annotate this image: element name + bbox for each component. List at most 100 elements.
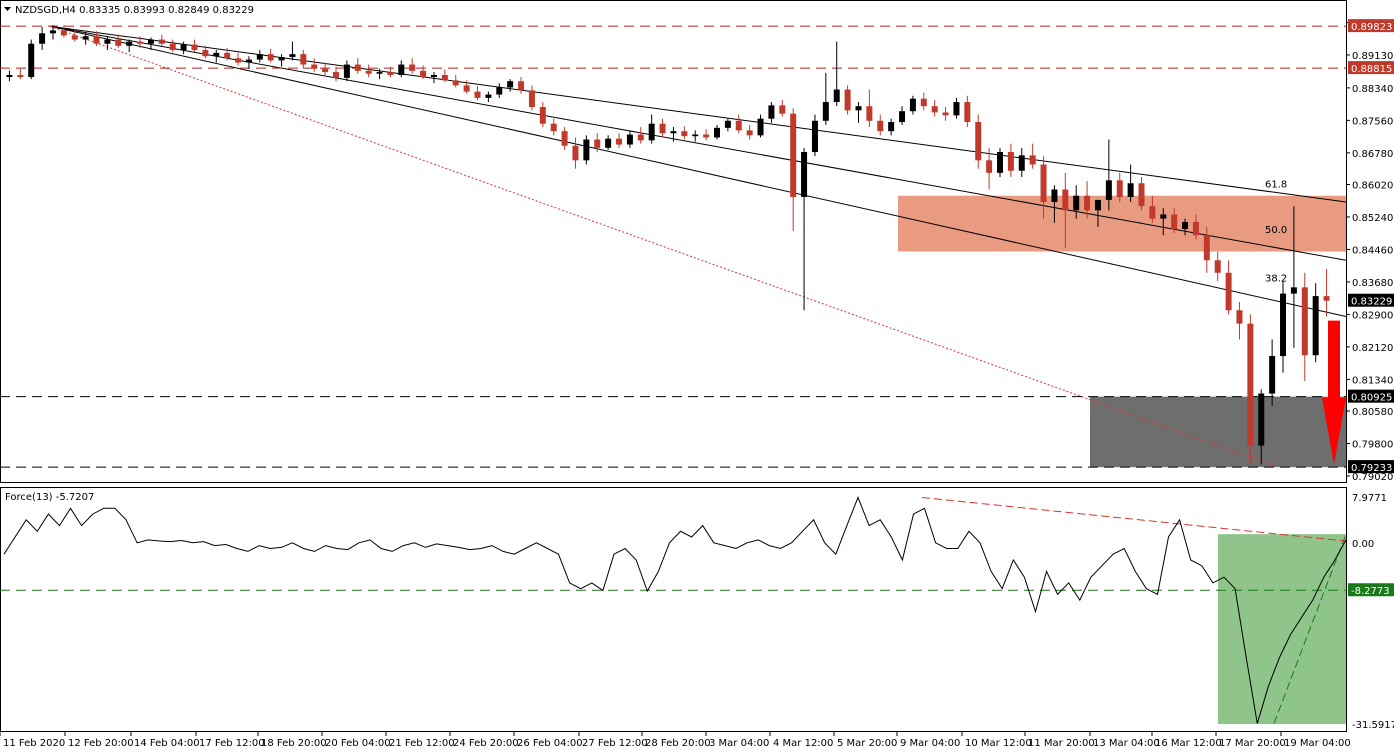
x-tick-label: 14 Feb 04:00: [134, 738, 200, 749]
candle-body: [278, 57, 285, 61]
candle-body: [1062, 189, 1069, 211]
candle-body: [616, 138, 623, 145]
candle-body: [39, 33, 46, 44]
candle-body: [409, 64, 416, 71]
candle-body: [583, 139, 590, 161]
candle-body: [191, 44, 198, 50]
force-line: [3, 496, 1347, 724]
candle-body: [1182, 221, 1189, 230]
candle-body: [267, 54, 274, 61]
candle-body: [692, 134, 699, 137]
candle-body: [1301, 287, 1308, 356]
x-tick-label: 3 Mar 04:00: [709, 738, 769, 749]
x-axis: 11 Feb 2020 12 Feb 20:00 14 Feb 04:00 17 Fe…: [0, 732, 1351, 749]
level-price-tag-bg: [1348, 460, 1394, 474]
x-tick-label: 11 Mar 20:00: [1028, 738, 1095, 749]
x-tick-label: 10 Mar 12:00: [965, 738, 1032, 749]
candle-body: [844, 89, 851, 111]
candle-body: [398, 64, 405, 75]
candle-body: [1073, 195, 1080, 211]
candle-body: [1269, 356, 1276, 394]
candle-body: [1138, 183, 1145, 207]
candle-body: [93, 36, 100, 44]
candle-body: [811, 120, 818, 153]
candle-body: [343, 64, 350, 78]
candle-body: [496, 87, 503, 95]
candle-body: [245, 59, 252, 63]
candle-body: [1040, 164, 1047, 202]
candle-body: [28, 43, 35, 78]
fib-label: 38.2: [1265, 274, 1287, 285]
candle-body: [6, 74, 13, 78]
candle-body: [60, 30, 67, 36]
candle-body: [300, 54, 307, 65]
candle-body: [779, 105, 786, 114]
candle-body: [822, 102, 829, 121]
force-trend-line-green: [1273, 533, 1347, 724]
candle-body: [1290, 287, 1297, 294]
candle-body: [322, 68, 329, 73]
candle-body: [1105, 180, 1112, 200]
x-tick-label: 20 Feb 04:00: [325, 738, 391, 749]
candle-body: [975, 122, 982, 161]
candle-body: [1116, 180, 1123, 197]
x-tick-label: 12 Feb 20:00: [68, 738, 134, 749]
dropdown-triangle-icon[interactable]: [4, 7, 11, 11]
y-tick-label: 0.84460: [1352, 245, 1393, 256]
y-tick-label: 0.86020: [1352, 180, 1393, 191]
indicator-title: Force(13) -5.7207: [5, 492, 94, 503]
candle-body: [703, 134, 710, 138]
x-tick-label: 26 Feb 04:00: [517, 738, 583, 749]
force-y-tick-label: -31.5917: [1352, 720, 1394, 731]
candle-body: [1247, 323, 1254, 446]
candle-body: [757, 118, 764, 136]
candle-body: [572, 145, 579, 161]
force-y-tick-label: 0.00: [1352, 539, 1374, 550]
y-tick-label: 0.86780: [1352, 149, 1393, 160]
candle-body: [49, 30, 56, 34]
candle-body: [333, 72, 339, 78]
candle-body: [441, 74, 448, 81]
trendlines-layer: 61.8 50.0 38.2: [49, 25, 1347, 467]
candle-body: [1171, 214, 1178, 230]
x-tick-label: 13 Mar 04:00: [1093, 738, 1160, 749]
chart-header: NZDSGD,H4 0.83335 0.83993 0.82849 0.8322…: [15, 5, 254, 16]
candle-body: [1094, 199, 1101, 211]
fan-line-dotted: [49, 25, 1277, 467]
candle-body: [746, 130, 753, 136]
candle-body: [289, 54, 296, 58]
candle-body: [158, 39, 165, 44]
support-zone: [1090, 396, 1346, 468]
candle-body: [82, 36, 89, 40]
x-tick-label: 5 Mar 20:00: [837, 738, 897, 749]
force-zone: [1218, 534, 1346, 725]
candle-body: [931, 106, 938, 113]
candle-body: [681, 131, 688, 137]
x-tick-label: 17 Feb 12:00: [199, 738, 265, 749]
candle-body: [1192, 221, 1199, 236]
fan-line-618: [49, 25, 1347, 203]
x-tick-label: 11 Feb 2020: [3, 738, 65, 749]
y-tick-label: 0.81340: [1352, 375, 1393, 386]
candle-body: [1312, 296, 1319, 356]
candle-body: [1007, 152, 1014, 171]
fib-label: 61.8: [1265, 179, 1287, 190]
y-axis: 0.899100.891300.883400.875600.867800.860…: [1346, 18, 1394, 731]
y-tick-label: 0.80580: [1352, 407, 1393, 418]
candle-body: [224, 52, 231, 59]
candle-body: [202, 49, 209, 57]
candle-body: [997, 152, 1003, 173]
candle-body: [605, 138, 612, 148]
x-tick-label: 16 Mar 12:00: [1155, 738, 1222, 749]
candle-body: [485, 94, 492, 98]
candle-body: [626, 134, 633, 145]
candle-body: [942, 112, 949, 116]
y-tick-label: 0.79020: [1352, 472, 1393, 483]
candle-body: [735, 120, 742, 131]
x-tick-label: 18 Feb 20:00: [261, 738, 327, 749]
candle-body: [1084, 195, 1091, 211]
y-tick-label: 0.88340: [1352, 84, 1393, 95]
candle-body: [376, 72, 383, 74]
candle-body: [365, 70, 372, 74]
candle-body: [169, 43, 176, 50]
